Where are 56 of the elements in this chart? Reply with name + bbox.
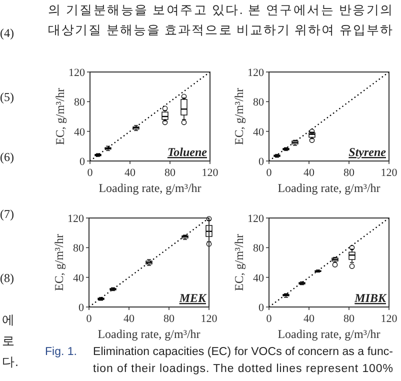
text: Elimination capacities (EC) for VOCs of concern as a func- xyxy=(93,346,394,358)
text: 대상기질 분해능을 효과적으로 비교하기 위하여 유입부하 xyxy=(48,23,393,37)
y-tick-label: 0 xyxy=(258,302,264,314)
y-tick-label: 120 xyxy=(248,213,264,225)
y-axis-title: EC, g/m³/hr xyxy=(232,88,246,145)
y-tick-label: 80 xyxy=(74,96,86,109)
x-tick-label: 40 xyxy=(124,313,135,325)
y-tick-label: 0 xyxy=(258,156,264,168)
text: 에 xyxy=(2,313,15,327)
x-tick-label: 40 xyxy=(304,167,315,179)
x-tick-label: 0 xyxy=(87,167,94,179)
y-tick-label: 40 xyxy=(73,272,84,284)
y-tick-label: 120 xyxy=(248,67,264,79)
x-axis-title: Loading rate, g/m³/hr xyxy=(98,327,200,341)
y-tick-label: 120 xyxy=(68,213,84,225)
x-tick-label: 40 xyxy=(124,167,136,179)
y-tick-label: 120 xyxy=(68,67,86,79)
text: (7) xyxy=(0,207,14,221)
x-tick-label: 0 xyxy=(266,313,272,325)
y-tick-label: 80 xyxy=(253,96,264,109)
text: (6) xyxy=(0,150,14,164)
x-axis-title: Loading rate, g/m³/hr xyxy=(278,327,380,341)
y-tick-label: 40 xyxy=(253,126,264,138)
text: MEK xyxy=(178,291,207,305)
x-tick-label: 120 xyxy=(380,167,398,179)
y-tick-label: 0 xyxy=(78,302,84,314)
text: tion of their loadings. The dotted lines represent 100% xyxy=(93,363,393,375)
y-axis-title: EC, g/m³/hr xyxy=(232,234,246,291)
x-tick-label: 80 xyxy=(164,167,176,179)
y-axis-title: EC, g/m³/hr xyxy=(53,88,67,145)
x-tick-label: 80 xyxy=(344,167,355,179)
text: 다. xyxy=(2,355,18,369)
text: (5) xyxy=(0,90,14,104)
x-tick-label: 80 xyxy=(344,313,355,325)
x-tick-label: 80 xyxy=(164,313,175,325)
text: (8) xyxy=(0,271,14,285)
text: 의 기질분해능을 보여주고 있다. 본 연구에서는 반응기의 xyxy=(48,3,393,17)
text: MIBK xyxy=(354,291,387,305)
y-axis-title: EC, g/m³/hr xyxy=(52,234,66,291)
text: 로 xyxy=(2,334,15,348)
y-tick-label: 40 xyxy=(74,126,86,138)
text: Toluene xyxy=(167,145,208,159)
x-tick-label: 120 xyxy=(200,313,218,325)
caption: Fig. 1. xyxy=(45,346,77,358)
x-axis-title: Loading rate, g/m³/hr xyxy=(278,181,380,195)
y-tick-label: 0 xyxy=(80,156,86,168)
x-axis-title: Loading rate, g/m³/hr xyxy=(98,181,202,195)
y-tick-label: 40 xyxy=(253,272,264,284)
y-tick-label: 80 xyxy=(73,242,84,255)
y-tick-label: 80 xyxy=(253,242,264,255)
x-tick-label: 0 xyxy=(266,167,272,179)
x-tick-label: 120 xyxy=(380,313,398,325)
text: Styrene xyxy=(348,145,387,159)
text: (4) xyxy=(0,26,14,40)
x-tick-label: 120 xyxy=(202,167,219,179)
x-tick-label: 40 xyxy=(304,313,315,325)
